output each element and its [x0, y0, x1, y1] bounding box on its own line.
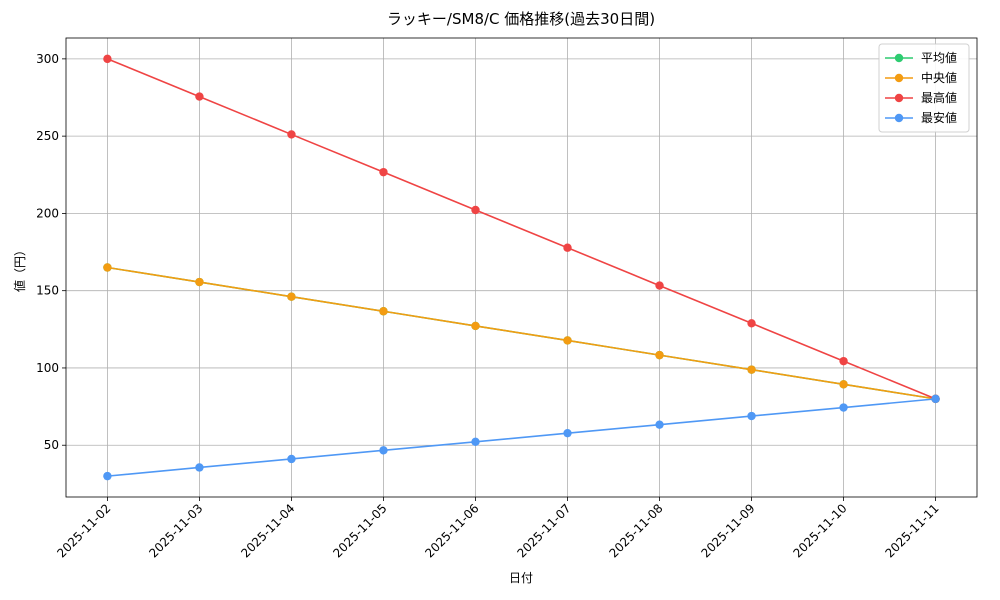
x-tick-label: 2025-11-10: [790, 501, 849, 560]
chart-title: ラッキー/SM8/C 価格推移(過去30日間): [387, 10, 655, 28]
x-tick-label: 2025-11-03: [146, 501, 205, 560]
data-point: [563, 243, 572, 252]
x-tick-label: 2025-11-08: [606, 501, 665, 560]
legend-label: 最安値: [921, 110, 957, 125]
data-point: [103, 54, 112, 64]
legend-marker: [894, 93, 904, 103]
data-point: [471, 205, 480, 215]
legend-box: [878, 43, 970, 133]
x-tick-label: 2025-11-09: [698, 501, 757, 560]
data-point: [287, 130, 296, 139]
y-tick-label: 300: [36, 52, 59, 66]
data-point: [287, 292, 296, 301]
plot-frame: [65, 37, 978, 498]
x-tick-label: 2025-11-02: [54, 501, 113, 560]
x-tick-label: 2025-11-06: [422, 501, 481, 560]
data-point: [655, 281, 664, 290]
x-tick-label: 2025-11-11: [882, 501, 941, 560]
legend-label: 平均値: [921, 50, 957, 65]
data-point: [747, 365, 756, 374]
x-tick-label: 2025-11-07: [514, 501, 573, 560]
data-point: [195, 277, 204, 287]
data-point: [655, 420, 664, 429]
legend-label: 中央値: [921, 70, 957, 85]
data-point: [379, 446, 388, 455]
data-point: [103, 263, 112, 272]
data-point: [839, 356, 848, 366]
data-point: [195, 463, 204, 472]
y-tick-label: 250: [36, 129, 59, 143]
x-axis-label: 日付: [509, 571, 533, 585]
data-point: [839, 403, 848, 412]
x-tick-label: 2025-11-04: [238, 501, 297, 560]
x-tick-label: 2025-11-05: [330, 501, 389, 560]
series-line: [107, 266, 936, 400]
data-point: [747, 319, 756, 328]
series-line: [107, 58, 936, 400]
data-point: [379, 307, 388, 316]
data-point: [747, 411, 756, 421]
data-point: [471, 321, 480, 331]
series-line: [107, 398, 936, 477]
data-point: [839, 380, 848, 389]
y-tick-label: 200: [36, 206, 59, 220]
data-point: [931, 394, 940, 404]
legend-label: 最高値: [921, 90, 957, 105]
legend-marker: [894, 113, 904, 123]
y-axis-label: 値（円）: [12, 244, 27, 292]
legend-marker: [894, 53, 904, 63]
data-point: [195, 92, 204, 101]
data-point: [655, 350, 664, 360]
y-tick-label: 50: [44, 438, 59, 452]
legend-marker: [894, 73, 904, 83]
data-point: [287, 454, 296, 464]
data-point: [563, 336, 572, 345]
data-point: [471, 437, 480, 447]
data-point: [103, 471, 112, 481]
data-point: [563, 428, 572, 438]
data-point: [379, 167, 388, 177]
y-tick-label: 100: [36, 361, 59, 375]
y-tick-label: 150: [36, 284, 59, 298]
